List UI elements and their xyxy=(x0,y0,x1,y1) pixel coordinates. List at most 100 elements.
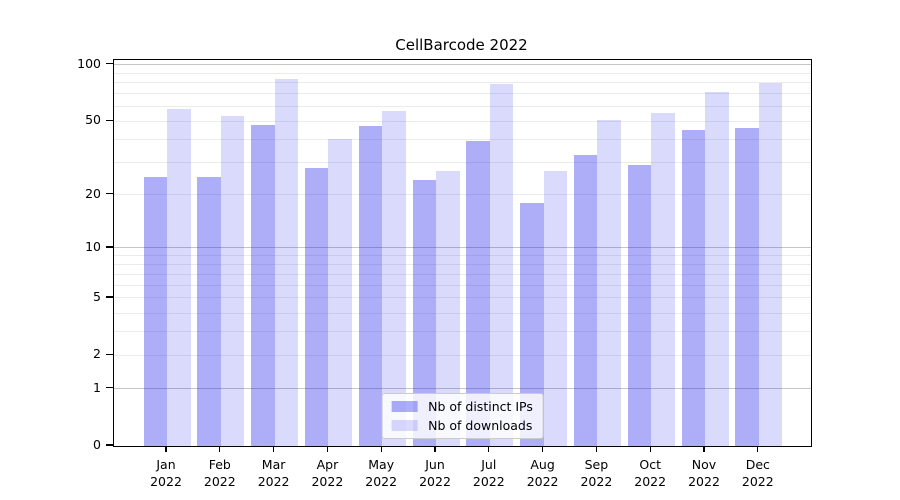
legend-entry-downloads: Nb of downloads xyxy=(391,418,533,433)
x-tick-label-apr: Apr 2022 xyxy=(297,456,357,490)
bar-ips-jan xyxy=(143,176,167,446)
bar-downloads-feb xyxy=(220,116,245,446)
bar-ips-sep xyxy=(573,154,598,446)
x-tick-mark-may xyxy=(380,446,382,453)
bar-downloads-dec xyxy=(758,82,783,446)
bar-ips-jun xyxy=(412,180,436,446)
x-tick-month: Sep xyxy=(584,457,609,472)
bar-downloads-aug xyxy=(543,170,568,446)
gridline-minor-2 xyxy=(114,354,811,356)
x-tick-month: Apr xyxy=(316,457,339,472)
legend-swatch-0 xyxy=(391,401,418,412)
bar-ips-feb xyxy=(197,176,221,446)
legend-swatch-1 xyxy=(391,420,418,431)
x-tick-label-feb: Feb 2022 xyxy=(190,456,250,490)
y-tick-mark-50 xyxy=(106,119,113,121)
x-tick-month: Oct xyxy=(639,457,661,472)
bar-ips-apr xyxy=(304,167,329,446)
gridline-minor-6 xyxy=(114,284,811,286)
x-tick-year: 2022 xyxy=(688,474,720,489)
gridline-minor-50 xyxy=(114,120,811,122)
x-tick-label-sep: Sep 2022 xyxy=(566,456,626,490)
chart-title: CellBarcode 2022 xyxy=(395,36,528,54)
bar-downloads-oct xyxy=(651,113,675,446)
gridline-major-1 xyxy=(114,388,811,390)
y-tick-mark-100 xyxy=(106,63,113,65)
legend-entry-distinct-ips: Nb of distinct IPs xyxy=(391,399,533,414)
gridline-minor-60 xyxy=(114,105,811,107)
x-tick-year: 2022 xyxy=(150,474,182,489)
bar-downloads-may xyxy=(382,110,406,446)
legend-label-distinct-ips: Nb of distinct IPs xyxy=(428,399,533,414)
x-tick-mark-jan xyxy=(165,446,167,453)
bar-ips-may xyxy=(358,126,383,446)
y-tick-label-2: 2 xyxy=(93,346,101,362)
x-tick-mark-aug xyxy=(541,446,544,453)
x-tick-mark-feb xyxy=(219,446,221,453)
bar-ips-mar xyxy=(251,124,275,446)
x-tick-label-dec: Dec 2022 xyxy=(728,456,788,490)
x-tick-month: Feb xyxy=(208,457,231,472)
bar-downloads-jul xyxy=(489,84,514,446)
x-tick-mark-mar xyxy=(272,446,275,453)
x-tick-label-oct: Oct 2022 xyxy=(620,456,680,490)
x-tick-label-nov: Nov 2022 xyxy=(674,456,734,490)
gridline-major-10 xyxy=(114,247,811,249)
plot-area: Nb of distinct IPs Nb of downloads xyxy=(113,59,812,447)
gridline-minor-80 xyxy=(114,82,811,84)
x-tick-month: Mar xyxy=(261,457,286,472)
x-tick-year: 2022 xyxy=(419,474,451,489)
bar-downloads-sep xyxy=(597,119,621,446)
gridline-minor-7 xyxy=(114,273,811,275)
x-tick-mark-jun xyxy=(434,446,436,453)
x-tick-month: Jan xyxy=(156,457,176,472)
bar-ips-aug xyxy=(520,202,544,446)
y-tick-label-100: 100 xyxy=(77,55,101,71)
x-tick-month: Jun xyxy=(425,457,445,472)
gridline-minor-40 xyxy=(114,138,811,140)
x-tick-month: May xyxy=(368,457,395,472)
x-tick-label-may: May 2022 xyxy=(351,456,411,490)
gridline-minor-90 xyxy=(114,72,811,74)
x-tick-mark-jul xyxy=(488,446,490,453)
legend: Nb of distinct IPs Nb of downloads xyxy=(381,393,544,439)
gridline-minor-8 xyxy=(114,263,811,265)
gridline-minor-30 xyxy=(114,161,811,163)
x-tick-year: 2022 xyxy=(365,474,398,489)
y-tick-label-5: 5 xyxy=(93,288,101,304)
gridline-minor-3 xyxy=(114,330,811,332)
y-tick-mark-20 xyxy=(106,192,113,195)
bar-ips-nov xyxy=(681,129,705,446)
y-tick-label-20: 20 xyxy=(85,185,101,201)
x-tick-mark-apr xyxy=(326,446,329,453)
x-tick-year: 2022 xyxy=(311,474,344,489)
gridline-minor-9 xyxy=(114,255,811,257)
y-tick-mark-2 xyxy=(106,353,113,355)
bar-downloads-jun xyxy=(436,170,460,446)
bar-ips-jul xyxy=(466,141,490,446)
x-tick-year: 2022 xyxy=(203,474,236,489)
x-tick-year: 2022 xyxy=(634,474,667,489)
y-tick-mark-0 xyxy=(106,444,113,446)
y-tick-label-1: 1 xyxy=(93,379,101,395)
x-tick-mark-sep xyxy=(595,446,598,453)
x-tick-year: 2022 xyxy=(741,474,774,489)
x-tick-year: 2022 xyxy=(580,474,613,489)
x-tick-month: Aug xyxy=(530,457,555,472)
x-tick-label-aug: Aug 2022 xyxy=(513,456,573,490)
x-tick-mark-dec xyxy=(757,446,759,453)
y-tick-label-10: 10 xyxy=(85,238,101,254)
gridline-minor-70 xyxy=(114,93,811,95)
y-tick-mark-5 xyxy=(106,296,113,298)
gridline-major-100 xyxy=(114,64,811,66)
y-tick-label-50: 50 xyxy=(85,112,101,128)
x-tick-label-mar: Mar 2022 xyxy=(244,456,304,490)
x-tick-year: 2022 xyxy=(526,474,559,489)
x-tick-label-jan: Jan 2022 xyxy=(136,456,196,490)
bar-ips-oct xyxy=(627,165,652,446)
x-tick-mark-nov xyxy=(703,446,705,453)
legend-label-downloads: Nb of downloads xyxy=(428,418,533,433)
bar-downloads-nov xyxy=(705,91,729,446)
x-tick-label-jun: Jun 2022 xyxy=(405,456,465,490)
